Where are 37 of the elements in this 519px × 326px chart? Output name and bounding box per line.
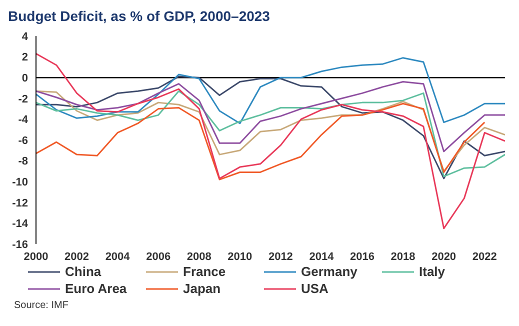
y-tick-label: 4 — [22, 30, 29, 43]
x-tick-label: 2018 — [390, 250, 416, 263]
line-series — [36, 76, 505, 180]
legend-label: Japan — [183, 281, 221, 296]
x-tick-label: 2022 — [472, 250, 497, 263]
y-tick-label: -2 — [18, 93, 28, 106]
x-tick-label: 2004 — [105, 250, 131, 263]
y-tick-label: -10 — [12, 176, 28, 189]
x-tick-label: 2006 — [146, 250, 171, 263]
x-tick-label: 2002 — [64, 250, 90, 263]
legend-label: Germany — [301, 264, 358, 279]
y-tick-label: -8 — [18, 156, 28, 168]
legend-label: France — [183, 264, 226, 279]
line-series — [36, 52, 505, 230]
y-tick-label: -12 — [12, 197, 28, 210]
line-series — [36, 102, 486, 180]
line-series — [36, 57, 505, 124]
source-note: Source: IMF — [13, 300, 70, 311]
x-tick-label: 2020 — [432, 250, 456, 263]
x-tick-label: 2012 — [268, 250, 293, 263]
y-tick-label: 0 — [22, 72, 28, 85]
y-tick-label: -14 — [12, 218, 29, 230]
y-tick-label: -6 — [18, 134, 28, 147]
legend-label: China — [65, 264, 102, 279]
x-tick-label: 2016 — [350, 250, 375, 263]
chart-title: Budget Deficit, as % of GDP, 2000–2023 — [8, 8, 271, 26]
x-tick-label: 2000 — [24, 250, 48, 263]
legend-label: Italy — [419, 264, 446, 279]
line-series — [36, 81, 505, 152]
y-tick-label: -4 — [18, 114, 29, 126]
legend-label: USA — [301, 281, 328, 296]
y-tick-label: 2 — [22, 52, 28, 64]
x-tick-label: 2008 — [186, 250, 212, 263]
legend-label: Euro Area — [65, 281, 127, 296]
y-tick-label: -16 — [12, 238, 28, 251]
x-tick-label: 2010 — [228, 250, 252, 263]
x-tick-label: 2014 — [309, 250, 335, 263]
